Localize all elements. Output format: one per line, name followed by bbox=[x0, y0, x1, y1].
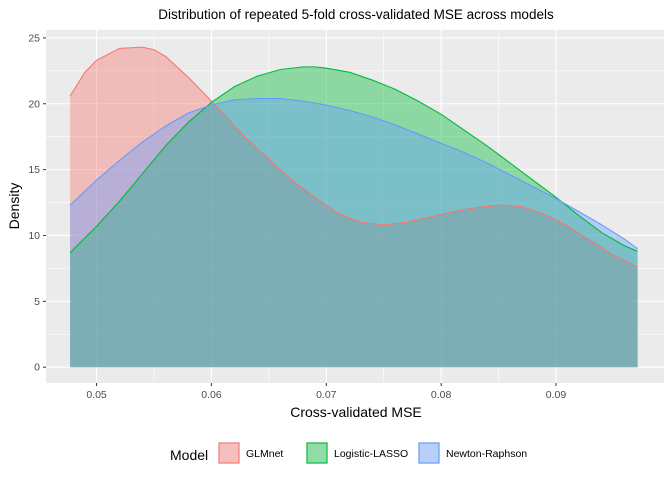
legend-title: Model bbox=[170, 447, 208, 463]
x-tick-label: 0.07 bbox=[316, 389, 337, 401]
x-axis: 0.05 0.06 0.07 0.08 0.09 bbox=[86, 383, 566, 401]
legend-label-newton-raphson: Newton-Raphson bbox=[446, 448, 527, 460]
density-area-glmnet bbox=[70, 47, 638, 368]
legend-swatch-glmnet bbox=[218, 442, 240, 464]
x-tick-label: 0.06 bbox=[201, 389, 222, 401]
y-tick-label: 0 bbox=[34, 362, 40, 374]
legend-key-background bbox=[218, 442, 240, 464]
density-lines bbox=[69, 46, 638, 268]
legend-key-background bbox=[418, 442, 440, 464]
chart-title: Distribution of repeated 5-fold cross-va… bbox=[158, 7, 554, 22]
legend-label-logistic-lasso: Logistic-LASSO bbox=[334, 448, 408, 460]
y-axis-label: Density bbox=[6, 183, 22, 230]
minor-gridlines bbox=[46, 30, 664, 383]
density-line-glmnet bbox=[69, 46, 638, 268]
x-tick-label: 0.08 bbox=[431, 389, 452, 401]
density-areas bbox=[70, 47, 638, 368]
density-area-newton-raphson bbox=[70, 98, 638, 368]
y-tick-label: 20 bbox=[28, 98, 40, 110]
density-area-logistic-lasso bbox=[70, 66, 638, 368]
legend-key-background bbox=[306, 442, 328, 464]
legend-swatch-logistic-lasso bbox=[306, 442, 328, 464]
y-tick-label: 10 bbox=[28, 230, 40, 242]
density-line-newton-raphson bbox=[69, 97, 638, 250]
x-axis-label: Cross-validated MSE bbox=[290, 404, 422, 420]
y-tick-label: 25 bbox=[28, 32, 40, 44]
x-tick-label: 0.05 bbox=[86, 389, 107, 401]
legend-label-glmnet: GLMnet bbox=[246, 448, 283, 460]
y-tick-label: 15 bbox=[28, 164, 40, 176]
y-axis: 0 5 10 15 20 25 bbox=[28, 32, 46, 374]
density-line-logistic-lasso bbox=[69, 66, 638, 253]
plot-panel bbox=[46, 30, 664, 383]
legend-swatch-newton-raphson bbox=[418, 442, 440, 464]
x-tick-label: 0.09 bbox=[546, 389, 567, 401]
major-gridlines bbox=[46, 30, 664, 383]
y-tick-label: 5 bbox=[34, 296, 40, 308]
legend: Model GLMnet Logistic-LASSO Newton-Raphson bbox=[170, 442, 527, 464]
